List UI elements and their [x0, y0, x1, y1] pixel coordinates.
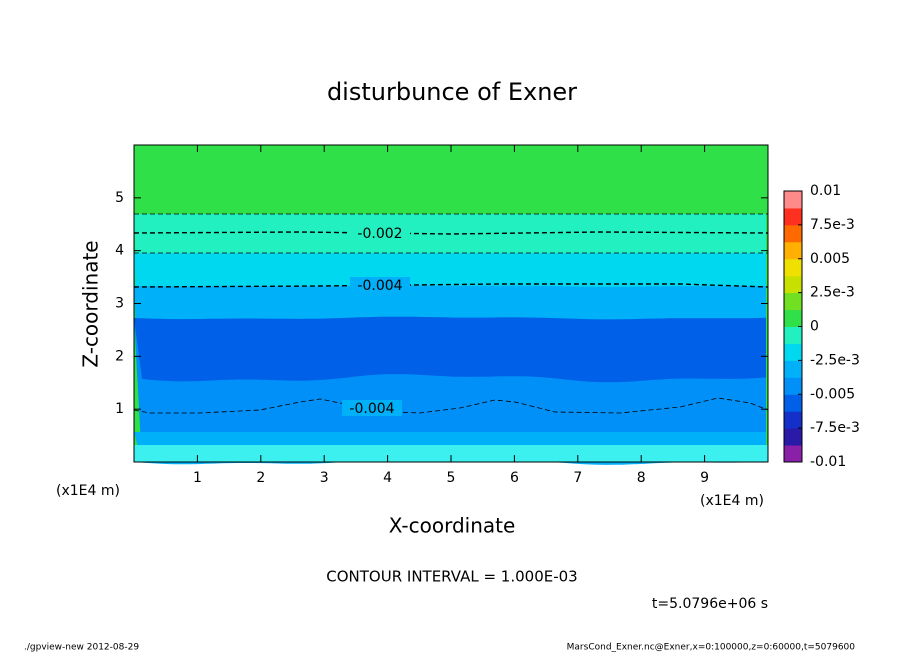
x-tick-label: 5: [447, 470, 456, 486]
contour-label: -0.002: [357, 226, 402, 242]
colorbar-swatch: [784, 224, 802, 243]
colorbar-swatch: [784, 309, 802, 327]
x-tick-label: 6: [510, 470, 519, 486]
y-tick-label: 3: [115, 296, 124, 312]
contour-band: [134, 316, 766, 383]
y-tick-label: 5: [115, 190, 124, 206]
colorbar-swatch: [784, 445, 802, 463]
colorbar-swatch: [784, 292, 802, 311]
chart-title: disturbunce of Exner: [327, 78, 577, 106]
contour-label-bg: [342, 400, 402, 416]
x-tick-label: 1: [193, 470, 202, 486]
y-axis-label: Z-coordinate: [79, 240, 103, 367]
colorbar-tick-label: -0.005: [810, 386, 855, 402]
contour-label: -0.004: [349, 401, 394, 417]
colorbar-swatch: [784, 191, 802, 209]
colorbar-swatch: [784, 394, 802, 412]
y-tick-label: 1: [115, 401, 124, 417]
y-tick-label: 4: [115, 243, 124, 259]
colorbar-swatch: [784, 377, 802, 395]
x-tick-label: 7: [573, 470, 582, 486]
colorbar-swatch: [784, 343, 802, 361]
colorbar-swatch: [784, 241, 802, 260]
colorbar-swatch: [784, 207, 802, 226]
x-tick-label: 3: [320, 470, 329, 486]
contour-line: [133, 283, 769, 288]
colorbar-swatch: [784, 326, 802, 344]
contour-label-bg: [350, 225, 410, 241]
contour-line: [133, 231, 769, 235]
contour-line: [133, 397, 769, 414]
x-unit: (x1E4 m): [700, 493, 764, 509]
contour-label: -0.004: [357, 278, 402, 294]
contour-label-bg: [350, 277, 410, 293]
colorbar-tick-label: 0.005: [810, 251, 850, 267]
colorbar-swatch: [784, 360, 802, 378]
x-tick-label: 2: [256, 470, 265, 486]
x-tick-label: 9: [700, 470, 709, 486]
colorbar-swatch: [784, 411, 802, 429]
colorbar-swatch: [784, 428, 802, 446]
colorbar-tick-label: 7.5e-3: [810, 217, 855, 233]
colorbar-tick-label: -2.5e-3: [810, 352, 860, 368]
colorbar-swatch: [784, 275, 802, 294]
time-label: t=5.0796e+06 s: [652, 596, 768, 612]
x-axis-label: X-coordinate: [389, 514, 516, 538]
colorbar-tick-label: 2.5e-3: [810, 285, 855, 301]
contour-interval: CONTOUR INTERVAL = 1.000E-03: [326, 568, 577, 586]
colorbar-tick-label: -7.5e-3: [810, 420, 860, 436]
x-tick-label: 8: [637, 470, 646, 486]
y-tick-label: 2: [115, 348, 124, 364]
contour-band: [134, 445, 768, 462]
colorbar-swatch: [784, 258, 802, 277]
colorbar-tick-label: -0.01: [810, 454, 846, 470]
footer: MarsCond_Exner.nc@Exner,x=0:100000,z=0:6…: [567, 643, 856, 653]
x-tick-label: 4: [383, 470, 392, 486]
x-unit: (x1E4 m): [56, 483, 120, 499]
colorbar-tick-label: 0: [810, 319, 819, 335]
colorbar-tick-label: 0.01: [810, 183, 841, 199]
footer: ./gpview-new 2012-08-29: [24, 643, 139, 653]
